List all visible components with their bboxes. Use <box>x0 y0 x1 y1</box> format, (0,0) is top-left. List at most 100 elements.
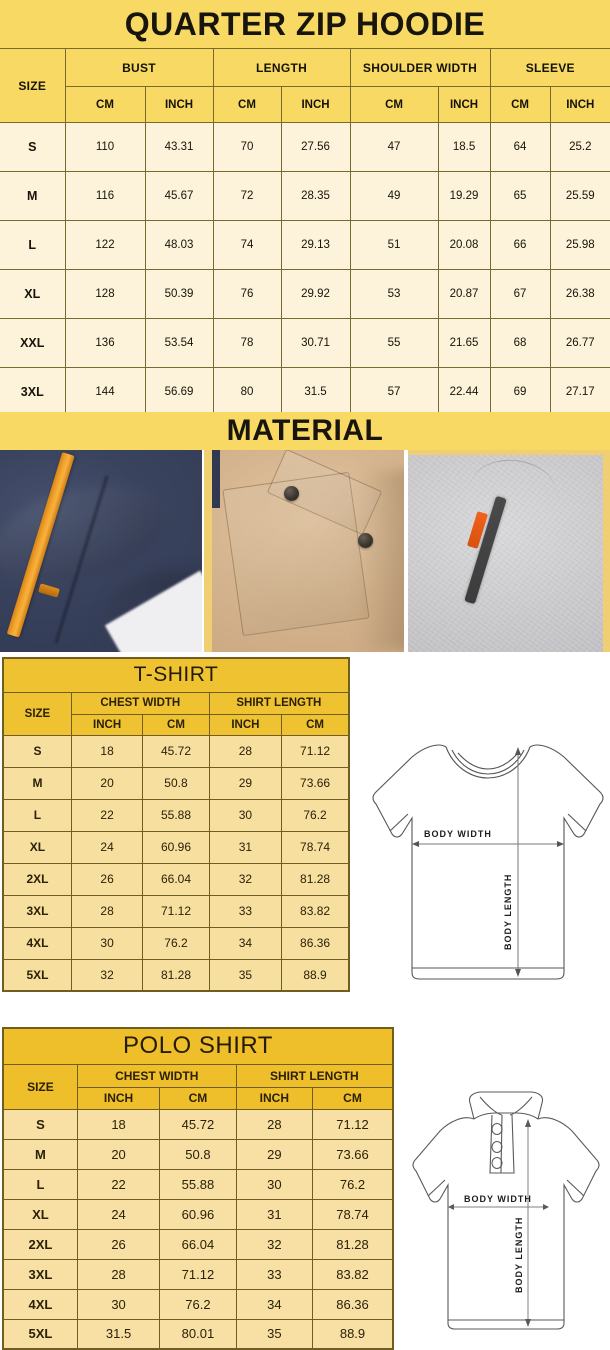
tshirt-section: T-SHIRT SIZE CHEST WIDTH SHIRT LENGTH IN… <box>2 657 350 1005</box>
table-row: XXL 136 53.54 78 30.71 55 21.65 68 26.77 <box>0 318 610 368</box>
hoodie-cell-bust-inch: 50.39 <box>144 269 214 319</box>
tshirt-cell-length-cm: 76.2 <box>281 798 350 832</box>
hoodie-cell-length-cm: 78 <box>212 318 282 368</box>
polo-cell-chest-inch: 30 <box>76 1288 161 1320</box>
tshirt-title-row: T-SHIRT <box>2 657 350 693</box>
hoodie-cell-sleeve-inch: 25.2 <box>549 122 610 172</box>
table-row: S 110 43.31 70 27.56 47 18.5 64 25.2 <box>0 122 610 172</box>
polo-cell-chest-cm: 55.88 <box>159 1168 237 1200</box>
tshirt-cell-chest-cm: 55.88 <box>142 798 210 832</box>
table-row: S 18 45.72 28 71.12 <box>2 1108 394 1140</box>
hoodie-cell-bust-cm: 136 <box>64 318 146 368</box>
tshirt-col-chest-width: CHEST WIDTH <box>70 691 210 715</box>
hoodie-unit-length-cm: CM <box>212 86 282 123</box>
polo-cell-length-inch: 31 <box>235 1198 314 1230</box>
hoodie-cell-shoulder-cm: 55 <box>349 318 439 368</box>
material-photo-grey-fleece <box>408 450 610 652</box>
table-row: 2XL 26 66.04 32 81.28 <box>2 1228 394 1260</box>
tshirt-cell-length-inch: 33 <box>208 894 283 928</box>
hoodie-cell-bust-inch: 43.31 <box>144 122 214 172</box>
tshirt-unit-length-inch: INCH <box>208 713 283 736</box>
polo-cell-length-inch: 29 <box>235 1138 314 1170</box>
tshirt-size-table: T-SHIRT SIZE CHEST WIDTH SHIRT LENGTH IN… <box>2 657 350 992</box>
polo-cell-length-inch: 30 <box>235 1168 314 1200</box>
polo-cell-length-cm: 88.9 <box>312 1318 394 1350</box>
hoodie-cell-sleeve-inch: 25.98 <box>549 220 610 270</box>
polo-cell-length-inch: 34 <box>235 1288 314 1320</box>
hoodie-cell-sleeve-cm: 69 <box>489 367 551 417</box>
tshirt-cell-length-cm: 78.74 <box>281 830 350 864</box>
hoodie-cell-length-cm: 72 <box>212 171 282 221</box>
hoodie-cell-size: M <box>0 171 66 221</box>
hoodie-col-bust: BUST <box>64 48 214 87</box>
table-row: 4XL 30 76.2 34 86.36 <box>2 926 350 960</box>
hoodie-cell-bust-inch: 48.03 <box>144 220 214 270</box>
polo-cell-size: S <box>2 1108 78 1140</box>
table-row: L 122 48.03 74 29.13 51 20.08 66 25.98 <box>0 220 610 270</box>
tshirt-cell-length-cm: 71.12 <box>281 734 350 768</box>
polo-body-width-label: BODY WIDTH <box>464 1194 532 1204</box>
tshirt-cell-length-inch: 32 <box>208 862 283 896</box>
hoodie-cell-bust-cm: 122 <box>64 220 146 270</box>
material-photo-strip <box>0 450 610 652</box>
snap-button-icon <box>358 533 373 548</box>
tshirt-cell-length-cm: 86.36 <box>281 926 350 960</box>
hoodie-cell-size: S <box>0 122 66 172</box>
tshirt-unit-chest-cm: CM <box>142 713 210 736</box>
hoodie-cell-shoulder-cm: 49 <box>349 171 439 221</box>
hoodie-cell-shoulder-inch: 19.29 <box>437 171 491 221</box>
table-row: M 116 45.67 72 28.35 49 19.29 65 25.59 <box>0 171 610 221</box>
polo-cell-chest-inch: 24 <box>76 1198 161 1230</box>
hoodie-cell-size: XXL <box>0 318 66 368</box>
hoodie-cell-sleeve-cm: 65 <box>489 171 551 221</box>
polo-cell-chest-inch: 31.5 <box>76 1318 161 1350</box>
hoodie-cell-length-cm: 80 <box>212 367 282 417</box>
table-row: XL 128 50.39 76 29.92 53 20.87 67 26.38 <box>0 269 610 319</box>
tshirt-cell-length-inch: 29 <box>208 766 283 800</box>
hoodie-col-sleeve: SLEEVE <box>489 48 610 87</box>
tshirt-cell-chest-cm: 66.04 <box>142 862 210 896</box>
polo-unit-header-row: INCH CM INCH CM <box>3 1086 394 1110</box>
hoodie-col-length: LENGTH <box>212 48 351 87</box>
polo-title-row: POLO SHIRT <box>2 1027 394 1065</box>
polo-cell-size: 5XL <box>2 1318 78 1350</box>
table-row: 5XL 32 81.28 35 88.9 <box>2 958 350 992</box>
photo-gap <box>404 450 408 652</box>
polo-cell-size: 2XL <box>2 1228 78 1260</box>
hoodie-cell-shoulder-cm: 57 <box>349 367 439 417</box>
hoodie-col-shoulder-width: SHOULDER WIDTH <box>349 48 491 87</box>
tshirt-unit-chest-inch: INCH <box>70 713 144 736</box>
table-row: M 20 50.8 29 73.66 <box>2 766 350 800</box>
hoodie-cell-length-cm: 76 <box>212 269 282 319</box>
hoodie-cell-length-cm: 70 <box>212 122 282 172</box>
hoodie-cell-bust-cm: 110 <box>64 122 146 172</box>
tshirt-cell-chest-cm: 71.12 <box>142 894 210 928</box>
hoodie-cell-sleeve-cm: 64 <box>489 122 551 172</box>
tshirt-cell-size: 4XL <box>2 926 72 960</box>
hoodie-cell-shoulder-inch: 20.87 <box>437 269 491 319</box>
polo-cell-chest-inch: 20 <box>76 1138 161 1170</box>
table-row: L 22 55.88 30 76.2 <box>2 798 350 832</box>
polo-cell-chest-cm: 45.72 <box>159 1108 237 1140</box>
hoodie-col-size: SIZE <box>0 48 66 123</box>
polo-cell-size: XL <box>2 1198 78 1230</box>
hoodie-cell-bust-inch: 53.54 <box>144 318 214 368</box>
tshirt-cell-chest-inch: 22 <box>70 798 144 832</box>
tshirt-measurement-diagram: BODY WIDTH BODY LENGTH <box>368 700 608 1010</box>
polo-cell-chest-cm: 66.04 <box>159 1228 237 1260</box>
material-photo-navy-hoodie <box>0 450 202 652</box>
table-row: 3XL 28 71.12 33 83.82 <box>2 894 350 928</box>
polo-cell-size: M <box>2 1138 78 1170</box>
polo-cell-length-inch: 35 <box>235 1318 314 1350</box>
table-row: 3XL 144 56.69 80 31.5 57 22.44 69 27.17 <box>0 367 610 417</box>
polo-col-size: SIZE <box>2 1063 78 1110</box>
tshirt-cell-length-inch: 28 <box>208 734 283 768</box>
tshirt-cell-chest-cm: 76.2 <box>142 926 210 960</box>
polo-cell-size: 3XL <box>2 1258 78 1290</box>
hoodie-unit-length-inch: INCH <box>280 86 351 123</box>
tshirt-unit-length-cm: CM <box>281 713 350 736</box>
photo-gap <box>202 450 204 652</box>
hoodie-cell-shoulder-cm: 53 <box>349 269 439 319</box>
hoodie-unit-shoulder-cm: CM <box>349 86 439 123</box>
hoodie-cell-sleeve-cm: 67 <box>489 269 551 319</box>
